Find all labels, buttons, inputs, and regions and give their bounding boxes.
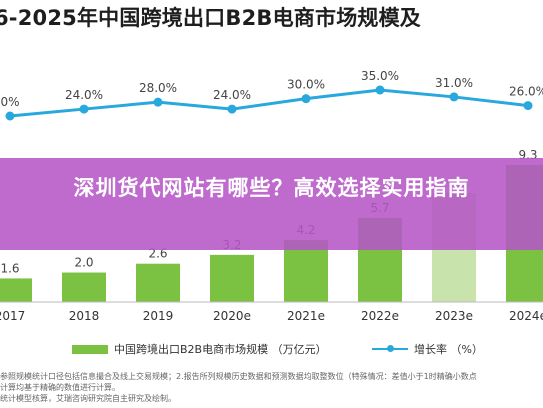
legend: 中国跨境出口B2B电商市场规模 （万亿元） 增长率 （%）	[0, 333, 543, 363]
growth-rate-point	[449, 92, 459, 102]
chart-title: 6-2025年中国跨境出口B2B电商市场规模及	[0, 6, 421, 30]
bar-value-label: 2.0	[74, 256, 93, 270]
growth-rate-point	[5, 111, 15, 121]
x-tick-label: 2024e	[509, 309, 543, 323]
x-tick-label: 2020e	[213, 309, 251, 323]
bar-2017	[0, 278, 32, 302]
x-tick-label: 2018	[69, 309, 100, 323]
bar-value-label: 1.6	[0, 261, 19, 275]
growth-rate-point	[153, 97, 163, 107]
bar-2018	[62, 272, 106, 302]
growth-rate-point	[301, 94, 311, 104]
growth-rate-label: 24.0%	[213, 88, 251, 102]
growth-rate-point	[523, 101, 533, 111]
growth-rate-point	[227, 104, 237, 114]
x-tick-label: 2022e	[361, 309, 399, 323]
growth-rate-label: 28.0%	[139, 81, 177, 95]
growth-rate-label: 0%	[0, 95, 19, 109]
x-tick-label: 2019	[143, 309, 174, 323]
headline-banner[interactable]: 深圳货代网站有哪些？高效选择实用指南	[0, 158, 543, 250]
growth-rate-label: 35.0%	[361, 69, 399, 83]
growth-rate-label: 26.0%	[509, 85, 543, 99]
legend-bar-swatch	[72, 344, 108, 354]
legend-item-market-size: 中国跨境出口B2B电商市场规模 （万亿元）	[72, 341, 327, 357]
note-line-2: 计算均基于精确的数值进行计算。	[0, 383, 120, 392]
bar-value-label: 2.6	[148, 247, 167, 261]
x-tick-label: 2021e	[287, 309, 325, 323]
legend-line-swatch	[372, 345, 408, 352]
growth-rate-line	[9, 88, 529, 118]
growth-rate-label: 31.0%	[435, 76, 473, 90]
note-line-1: 参照规模统计口径包括信息撮合及线上交易规模；2.报告所列规模历史数据和预测数据均…	[0, 372, 477, 381]
legend-item-growth-rate: 增长率 （%）	[372, 341, 483, 357]
bar-2020e	[210, 254, 254, 302]
growth-rate-point	[375, 85, 385, 95]
growth-rate-point	[79, 104, 89, 114]
x-tick-label: 2017	[0, 309, 25, 323]
legend-bar-label: 中国跨境出口B2B电商市场规模 （万亿元）	[114, 343, 327, 356]
legend-line-label: 增长率 （%）	[414, 343, 483, 356]
x-tick-label: 2023e	[435, 309, 473, 323]
headline-text[interactable]: 深圳货代网站有哪些？高效选择实用指南	[73, 176, 470, 200]
source-notes: 参照规模统计口径包括信息撮合及线上交易规模；2.报告所列规模历史数据和预测数据均…	[0, 371, 543, 404]
bar-2021e	[284, 240, 328, 302]
note-line-3: 统计模型核算，艾瑞咨询研究院自主研究及绘制。	[0, 394, 176, 403]
growth-rate-label: 24.0%	[65, 88, 103, 102]
growth-rate-label: 30.0%	[287, 78, 325, 92]
bar-2019	[136, 263, 180, 302]
